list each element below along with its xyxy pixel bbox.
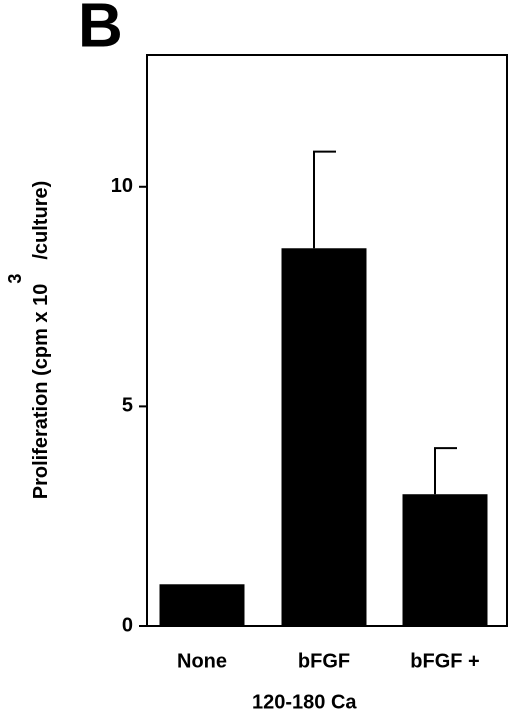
x-tick-label: bFGF [298, 650, 350, 672]
bar [402, 494, 488, 626]
y-label-superscript: 3 [5, 274, 25, 284]
y-label-suffix: /culture) [30, 181, 52, 260]
y-label-main: Proliferation (cpm x 10 [30, 284, 52, 500]
y-axis-label: Proliferation (cpm x 10 3/culture) [5, 181, 53, 500]
x-tick-label: bFGF + [410, 650, 479, 672]
bar [281, 248, 367, 626]
y-tick-label: 10 [111, 175, 133, 197]
y-tick-label: 5 [122, 395, 133, 417]
panel-label: B [78, 0, 123, 60]
y-tick-label: 0 [122, 614, 133, 636]
x-annotation: 120-180 Ca [252, 691, 357, 712]
bar [159, 584, 245, 626]
x-tick-label: None [177, 650, 227, 672]
